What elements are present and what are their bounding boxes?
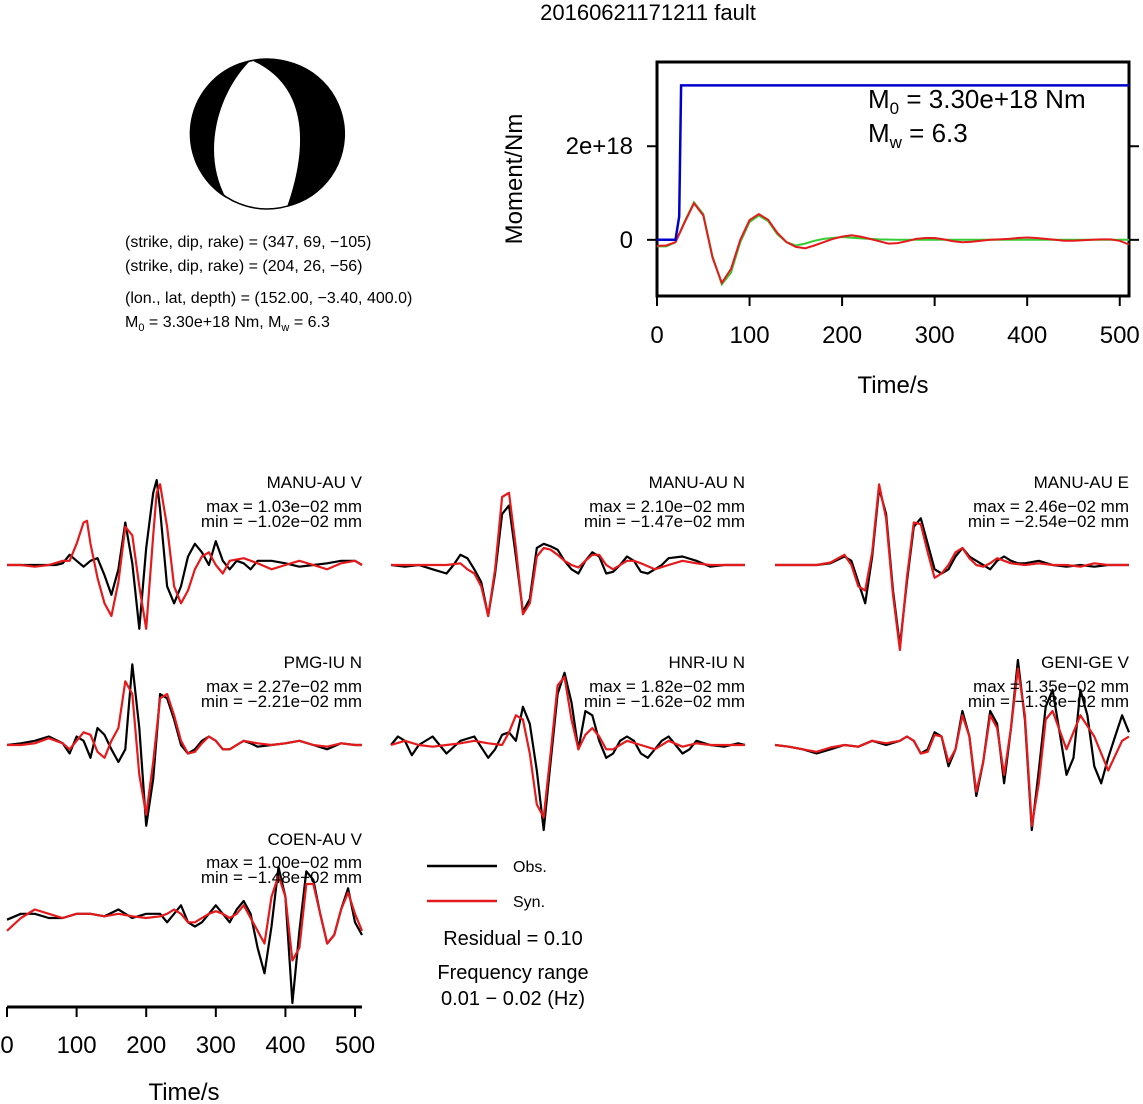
legend-syn-label: Syn. [513,894,545,911]
amplitude-max-label: max = 2.27e−02 mm [206,677,362,696]
moment-x-label: Time/s [857,372,928,399]
m0-prefix: M [125,314,138,331]
waveform-x-tick-label: 500 [335,1032,375,1059]
waveform-x-tick-label: 100 [57,1032,97,1059]
waveform-x-tick-label: 0 [0,1032,13,1059]
focal-mechanism-beachball [189,58,346,210]
amplitude-min-label: min = −1.02e−02 mm [201,512,362,531]
amplitude-min-label: min = −1.38e−02 mm [968,692,1129,711]
mechanism-nodal-plane-1: (strike, dip, rake) = (347, 69, −105) [125,234,371,251]
mw-subscript: w [280,322,289,334]
mw-value: = 6.3 [289,314,330,331]
amplitude-min-label: min = −2.54e−02 mm [968,512,1129,531]
annot-mw-subscript: w [889,133,903,152]
moment-x-tick-label: 300 [915,322,955,349]
synthetic-trace [7,680,362,816]
moment-y-tick-label: 2e+18 [566,133,633,160]
observed-trace [775,487,1129,647]
moment-y-label: Moment/Nm [501,114,528,245]
m0-subscript: 0 [138,322,144,334]
moment-y-tick-label: 0 [620,227,633,254]
waveform-x-label: Time/s [148,1079,219,1104]
residual-text: Residual = 0.10 [443,928,583,950]
m0-value: = 3.30e+18 Nm, M [144,314,281,331]
amplitude-max-label: max = 2.10e−02 mm [589,497,745,516]
mechanism-info: (strike, dip, rake) = (347, 69, −105) (s… [125,234,412,334]
frequency-range-value: 0.01 − 0.02 (Hz) [441,988,585,1010]
mechanism-nodal-plane-2: (strike, dip, rake) = (204, 26, −56) [125,258,362,275]
moment-series [656,84,1130,287]
amplitude-min-label: min = −1.48e−02 mm [201,868,362,887]
station-label: HNR-IU N [669,653,746,672]
synthetic-trace [390,675,745,819]
moment-x-tick-label: 500 [1100,322,1140,349]
legend: Obs. Syn. Residual = 0.10 Frequency rang… [427,859,589,1010]
moment-x-tick-label: 100 [730,322,770,349]
annot-m0-value: = 3.30e+18 Nm [899,84,1085,114]
amplitude-max-label: max = 1.82e−02 mm [589,677,745,696]
station-label: GENI-GE V [1041,653,1130,672]
mechanism-location: (lon., lat, depth) = (152.00, −3.40, 400… [125,290,412,307]
frequency-range-title: Frequency range [437,962,588,984]
moment-x-axis: 0 100 200 300 400 500 [650,296,1140,349]
moment-x-tick-label: 200 [822,322,862,349]
station-label: MANU-AU V [267,473,363,492]
waveform-x-tick-label: 200 [126,1032,166,1059]
beachball-compressional-region-2 [189,60,251,198]
waveform-x-tick-label: 300 [196,1032,236,1059]
amplitude-max-label: max = 2.46e−02 mm [973,497,1129,516]
synthetic-trace [6,874,364,962]
moment-y-axis: 0 2e+18 [566,133,1139,254]
mechanism-moment-magnitude: M0 = 3.30e+18 Nm, Mw = 6.3 [125,314,330,334]
annot-mw-prefix: M [868,118,890,148]
amplitude-min-label: min = −1.47e−02 mm [584,512,745,531]
moment-x-tick-label: 400 [1007,322,1047,349]
synthetic-trace [7,483,363,630]
amplitude-min-label: min = −1.62e−02 mm [584,692,745,711]
amplitude-max-label: max = 1.35e−02 mm [973,677,1129,696]
moment-rate-plot: 02e+18 0 100 200 300 400 500 M0 = 3.30e+18 Nm… [501,60,1140,399]
annot-m0-prefix: M [868,84,890,114]
synthetic-trace [774,667,1130,827]
annot-mw-value: = 6.3 [902,118,968,148]
amplitude-min-label: min = −2.21e−02 mm [201,692,362,711]
waveform-x-axis: 0 100 200 300 400 500 [0,1005,375,1059]
beachball-compressional-region [251,58,346,207]
moment-x-tick-label: 0 [650,322,663,349]
amplitude-max-label: max = 1.03e−02 mm [206,497,362,516]
cumulative-moment-line [657,84,1129,242]
waveform-x-tick-label: 400 [265,1032,305,1059]
station-label: MANU-AU N [649,473,745,492]
moment-annotation-mw: Mw = 6.3 [868,118,968,152]
moment-rate-red-line [656,201,1130,286]
observed-trace [6,865,363,1005]
synthetic-trace [391,491,745,618]
amplitude-max-label: max = 1.00e−02 mm [206,853,362,872]
station-label: MANU-AU E [1034,473,1129,492]
moment-plot-frame [655,60,1131,298]
station-label: PMG-IU N [284,653,362,672]
moment-annotation-m0: M0 = 3.30e+18 Nm [868,84,1086,118]
observed-trace [7,478,363,630]
synthetic-trace [775,483,1129,652]
figure-title: 20160621171211 fault [540,0,756,25]
annot-m0-subscript: 0 [890,99,899,118]
legend-obs-label: Obs. [513,859,547,876]
station-label: COEN-AU V [268,830,363,849]
